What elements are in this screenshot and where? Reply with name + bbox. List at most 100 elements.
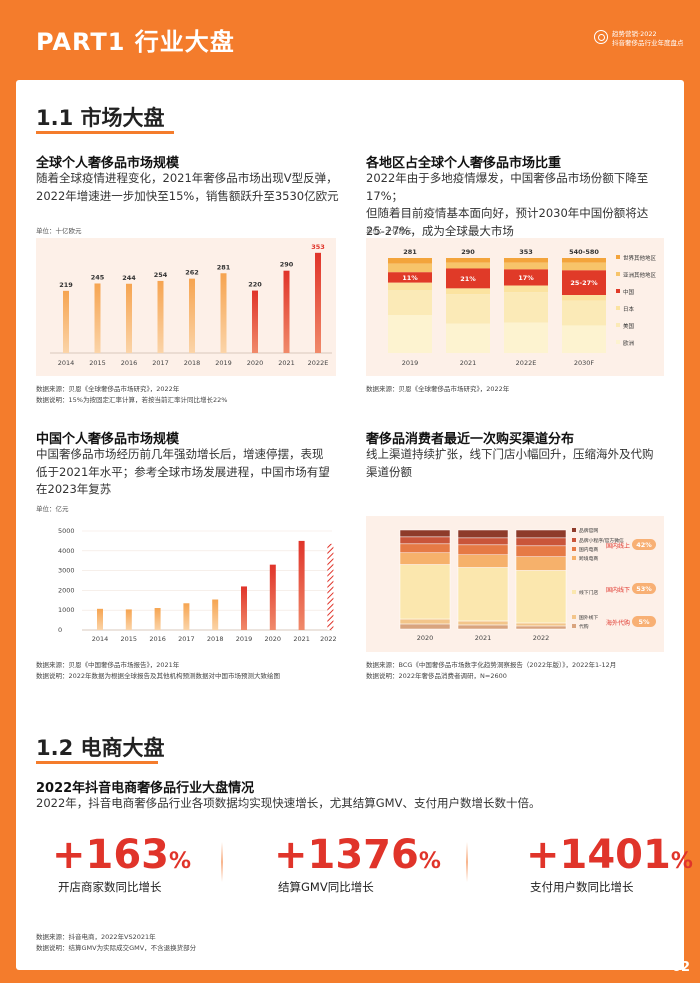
channels-notes: 数据来源：BCG《中国奢侈品市场数字化趋势洞察报告（2022年版）》，2022年… xyxy=(366,660,616,682)
bar-2020 xyxy=(269,564,276,630)
bar-2019 xyxy=(241,586,247,630)
regions-desc-line1: 2022年由于多地疫情爆发，中国奢侈品市场份额下降至17%； xyxy=(366,171,649,203)
ytick-3000: 3000 xyxy=(58,567,75,575)
segment-2022-2 xyxy=(515,545,567,557)
bar-2015 xyxy=(94,283,101,353)
segment-2022-1 xyxy=(515,537,567,547)
content-card: 1.1 市场大盘 全球个人奢侈品市场规模 随着全球疫情进程变化，2021年奢侈品… xyxy=(16,80,693,970)
segment-2020-0 xyxy=(399,529,451,538)
ecom-source: 数据来源：抖音电商，2022年VS2021年 xyxy=(36,933,156,941)
global-source: 数据来源：贝恩《全球奢侈品市场研究》，2022年 xyxy=(36,385,180,393)
tick-2014: 2014 xyxy=(92,635,109,643)
global-unit: 单位：十亿欧元 xyxy=(36,227,82,235)
legend-swatch-3 xyxy=(572,556,576,560)
regions-desc: 2022年由于多地疫情爆发，中国奢侈品市场份额下降至17%； 但随着目前疫情基本… xyxy=(366,170,676,240)
regions-source: 数据来源：贝恩《全球奢侈品市场研究》，2022年 xyxy=(366,385,510,393)
section-underline-2 xyxy=(36,761,158,764)
part-title: PART1 行业大盘 xyxy=(36,28,235,56)
ecom-heading: 2022年抖音电商奢侈品行业大盘情况 xyxy=(36,781,255,796)
brand-logo-icon xyxy=(594,30,608,44)
segment-2022E-3 xyxy=(504,285,548,293)
segment-2019-3 xyxy=(388,282,432,291)
segment-2020-3 xyxy=(399,552,451,565)
segment-2021-6 xyxy=(457,624,509,630)
stat-merchants-label: 开店商家数同比增长 xyxy=(58,880,162,894)
global-desc-line2: 2022年增速进一步加快至15%，销售额跃升至3530亿欧元 xyxy=(36,188,339,203)
segment-2020-4 xyxy=(399,564,451,620)
stat-users-label: 支付用户数同比增长 xyxy=(530,880,634,894)
page-header: PART1 行业大盘 趋势营销·2022 抖音奢侈品行业年度盘点 xyxy=(0,0,700,78)
legend-swatch-2 xyxy=(616,289,620,293)
segment-2030F-1 xyxy=(562,262,606,271)
segment-2019-0 xyxy=(388,258,432,264)
segment-2021-0 xyxy=(457,529,509,539)
tick-2019: 2019 xyxy=(236,635,253,643)
legend-label-0: 品牌官网 xyxy=(579,527,598,534)
china-share-2030F: 25-27% xyxy=(570,279,598,287)
bar-value-2017: 254 xyxy=(154,271,168,279)
segment-2022E-5 xyxy=(504,322,548,353)
regions-chart: 11% 281 2019 21% 290 2021 17% 353 2022E 25-27% 540… xyxy=(366,238,664,376)
tick-2030F: 2030F xyxy=(574,359,595,367)
tick-2017: 2017 xyxy=(152,359,169,367)
china-unit: 单位：亿元 xyxy=(36,505,69,513)
bar-value-2015: 245 xyxy=(91,273,105,281)
tick-2022E: 2022E xyxy=(516,359,537,367)
bar-2022E xyxy=(315,252,321,353)
brand-line2: 抖音奢侈品行业年度盘点 xyxy=(612,39,684,47)
legend-label-2: 国内电商 xyxy=(579,546,598,553)
tick-2021: 2021 xyxy=(278,359,295,367)
segment-2030F-3 xyxy=(562,295,606,301)
tick-2014: 2014 xyxy=(58,359,75,367)
segment-2021-5 xyxy=(446,323,490,353)
bar-2016 xyxy=(154,608,161,630)
legend-label-5: 国外线下 xyxy=(579,614,598,621)
brand-subtitle: 趋势营销·2022 抖音奢侈品行业年度盘点 xyxy=(612,30,684,48)
regions-desc-line2: 但随着目前疫情基本面向好，预计2030年中国份额将达 xyxy=(366,206,649,220)
global-note: 数据说明：15%为按固定汇率计算，若按当前汇率计同比增长22% xyxy=(36,396,228,404)
tick-2021: 2021 xyxy=(460,359,477,367)
china-desc-line1: 中国奢侈品市场经历前几年强劲增长后，增速停摆，表现 xyxy=(36,447,324,461)
tick-2019: 2019 xyxy=(215,359,232,367)
segment-2022E-1 xyxy=(504,262,548,270)
tick-2022E: 2022E xyxy=(308,359,329,367)
legend-swatch-0 xyxy=(572,528,576,532)
brand-line1: 趋势营销·2022 xyxy=(612,30,657,38)
tick-2017: 2017 xyxy=(178,635,195,643)
legend-swatch-4 xyxy=(616,323,620,327)
china-desc: 中国奢侈品市场经历前几年强劲增长后，增速停摆，表现 低于2021年水平；参考全球… xyxy=(36,446,346,499)
legend-label-1: 品牌小程序/官方微信 xyxy=(579,537,624,544)
china-source: 数据来源：贝恩《中国奢侈品市场报告》，2021年 xyxy=(36,661,180,669)
china-share-2022E: 17% xyxy=(518,274,534,282)
china-desc-line2: 低于2021年水平；参考全球市场发展进程，中国市场有望 xyxy=(36,464,330,479)
global-chart-svg: 219 2014 245 2015 244 2016 254 2017 262 2018 281 20… xyxy=(50,243,332,367)
regions-unit: 单位：十亿欧元 xyxy=(366,227,412,235)
stat-gmv-label: 结算GMV同比增长 xyxy=(278,880,374,894)
tick-2018: 2018 xyxy=(207,635,224,643)
tick-2015: 2015 xyxy=(121,635,138,643)
legend-swatch-6 xyxy=(572,624,576,628)
tick-2020: 2020 xyxy=(417,634,434,642)
china-notes: 数据来源：贝恩《中国奢侈品市场报告》，2021年 数据说明：2022年数据为根据… xyxy=(36,660,280,682)
legend-label-4: 线下门店 xyxy=(579,589,598,596)
section-title-1-2: 1.2 电商大盘 xyxy=(36,736,165,760)
bar-value-2016: 244 xyxy=(122,274,136,282)
group-value-2: 5% xyxy=(638,618,650,626)
ytick-2000: 2000 xyxy=(58,586,75,594)
segment-2021-1 xyxy=(457,537,509,546)
regions-chart-svg: 11% 281 2019 21% 290 2021 17% 353 2022E 25-27% 540… xyxy=(388,248,657,367)
bar-2014 xyxy=(63,290,69,353)
ytick-4000: 4000 xyxy=(58,547,75,555)
channels-desc-line1: 线上渠道持续扩张，线下门店小幅回升，压缩海外及代购 xyxy=(366,447,654,461)
segment-2022E-4 xyxy=(504,292,548,323)
segment-2021-4 xyxy=(457,567,509,622)
tick-2020: 2020 xyxy=(247,359,264,367)
ytick-0: 0 xyxy=(58,626,62,634)
segment-2030F-2 xyxy=(562,270,606,296)
global-notes: 数据来源：贝恩《全球奢侈品市场研究》，2022年 数据说明：15%为按固定汇率计… xyxy=(36,384,227,406)
segment-2022-6 xyxy=(515,625,567,630)
tick-2021: 2021 xyxy=(475,634,492,642)
segment-2021-2 xyxy=(457,544,509,555)
bar-2021 xyxy=(298,540,305,630)
china-share-2019: 11% xyxy=(402,274,418,282)
